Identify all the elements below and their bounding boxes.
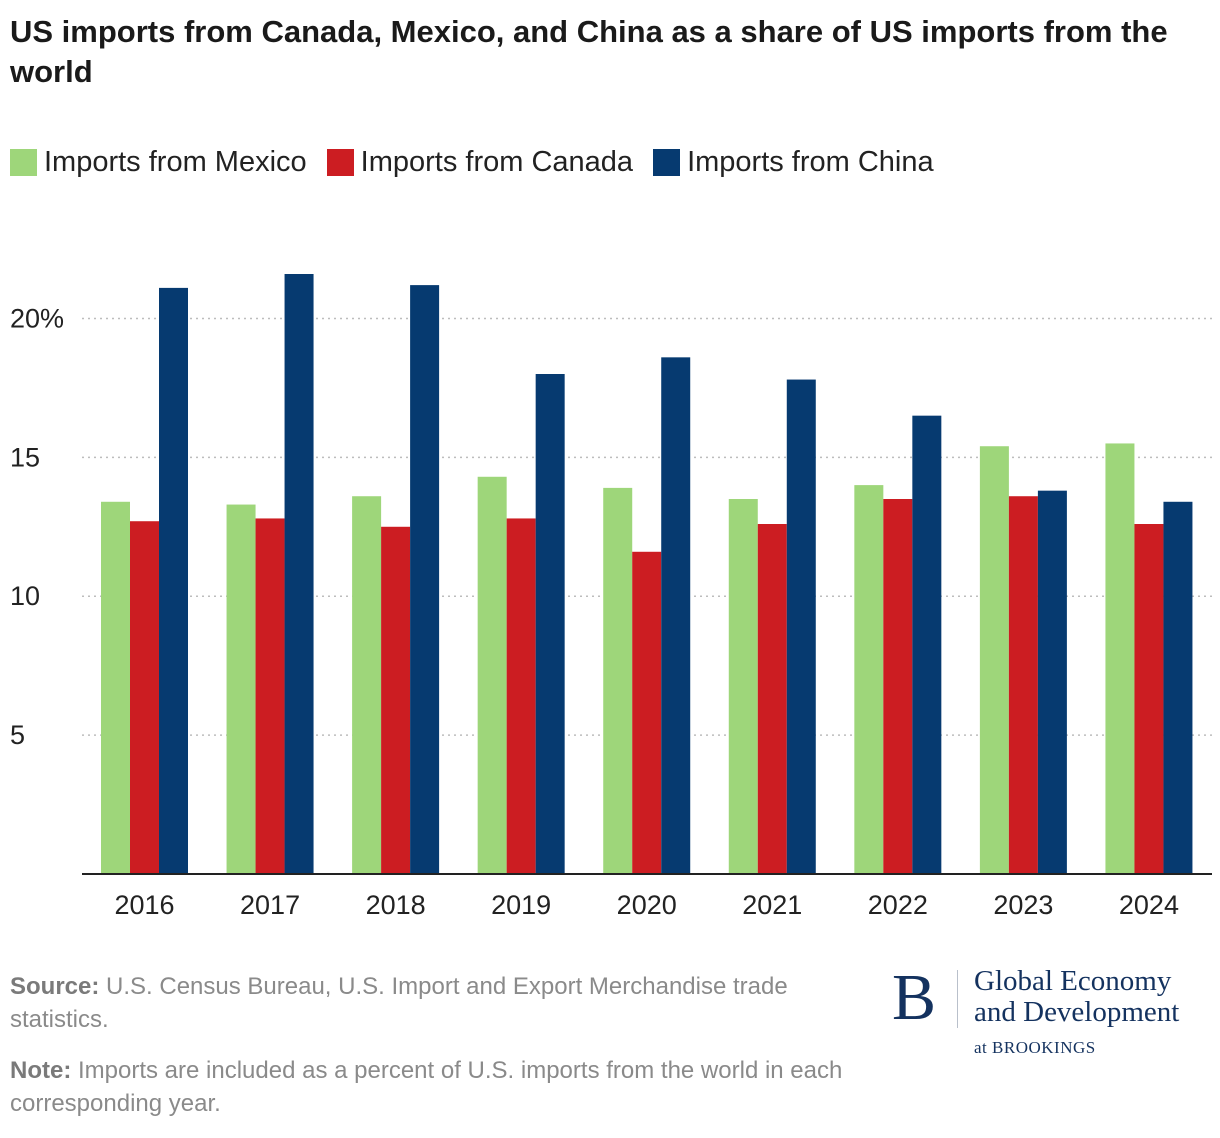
legend-item-mexico: Imports from Mexico — [10, 146, 307, 179]
x-tick-label: 2020 — [617, 890, 677, 920]
source-label: Source: — [10, 973, 100, 1000]
y-tick-label: 10 — [10, 581, 40, 611]
bar-imports-from-china — [284, 274, 314, 874]
source-note: Source: U.S. Census Bureau, U.S. Import … — [10, 970, 870, 1036]
logo-divider — [957, 970, 958, 1028]
bar-imports-from-mexico — [477, 476, 507, 874]
x-tick-label: 2024 — [1119, 890, 1179, 920]
bar-imports-from-mexico — [728, 499, 758, 874]
x-tick-label: 2022 — [868, 890, 928, 920]
x-tick-label: 2018 — [366, 890, 426, 920]
note-label: Note: — [10, 1057, 72, 1084]
bar-imports-from-canada — [632, 551, 662, 874]
legend: Imports from Mexico Imports from Canada … — [10, 146, 954, 179]
bar-imports-from-canada — [757, 524, 787, 874]
bar-imports-from-canada — [130, 521, 159, 874]
bar-imports-from-canada — [1134, 524, 1164, 874]
bar-imports-from-canada — [1008, 496, 1038, 874]
source-text: U.S. Census Bureau, U.S. Import and Expo… — [10, 973, 788, 1033]
legend-label-mexico: Imports from Mexico — [44, 146, 307, 178]
bar-imports-from-china — [410, 285, 440, 875]
y-tick-label: 5 — [10, 720, 25, 750]
bar-imports-from-canada — [883, 499, 913, 874]
bar-imports-from-china — [912, 415, 942, 874]
bar-imports-from-canada — [255, 518, 285, 874]
legend-swatch-canada — [326, 149, 354, 176]
x-tick-label: 2023 — [993, 890, 1053, 920]
bar-imports-from-china — [1163, 501, 1193, 874]
legend-item-china: Imports from China — [653, 146, 934, 179]
bar-imports-from-china — [159, 287, 188, 874]
y-tick-label: 20% — [10, 303, 64, 333]
legend-swatch-china — [653, 149, 681, 176]
bar-imports-from-mexico — [101, 501, 130, 874]
x-tick-label: 2019 — [491, 890, 551, 920]
logo-line-1: Global Economy — [974, 965, 1172, 997]
legend-item-canada: Imports from Canada — [326, 146, 634, 179]
bar-imports-from-mexico — [352, 496, 382, 874]
bar-imports-from-china — [1037, 490, 1067, 874]
legend-label-canada: Imports from Canada — [360, 146, 634, 178]
legend-swatch-mexico — [10, 149, 37, 176]
brookings-logo: B Global Economy and Development at BROO… — [890, 962, 1212, 1062]
bar-imports-from-mexico — [1105, 443, 1135, 874]
bar-imports-from-mexico — [226, 504, 256, 874]
note-text: Imports are included as a percent of U.S… — [10, 1057, 843, 1117]
logo-line-2: and Development — [974, 996, 1180, 1028]
note: Note: Imports are included as a percent … — [10, 1054, 870, 1120]
bar-imports-from-mexico — [603, 487, 633, 874]
chart-title: US imports from Canada, Mexico, and Chin… — [10, 14, 1168, 89]
bar-imports-from-china — [786, 379, 816, 874]
x-tick-label: 2016 — [114, 890, 174, 920]
bar-imports-from-mexico — [854, 485, 884, 874]
logo-name: Global Economy and Development — [974, 966, 1179, 1028]
y-tick-label: 15 — [10, 442, 40, 472]
bar-imports-from-canada — [506, 518, 536, 874]
bar-imports-from-china — [661, 357, 691, 874]
logo-mark: B — [892, 961, 937, 1034]
footer: Source: U.S. Census Bureau, U.S. Import … — [10, 970, 870, 1138]
logo-sub: at BROOKINGS — [974, 1038, 1096, 1057]
bar-imports-from-china — [535, 374, 565, 874]
x-tick-label: 2021 — [742, 890, 802, 920]
bar-chart: 5 10 15 20% 2016 2017 2018 2019 2020 2021 2022 2023… — [10, 274, 1212, 920]
bar-imports-from-mexico — [979, 446, 1009, 874]
legend-label-china: Imports from China — [687, 146, 934, 178]
bar-imports-from-canada — [381, 526, 411, 874]
x-tick-label: 2017 — [240, 890, 300, 920]
